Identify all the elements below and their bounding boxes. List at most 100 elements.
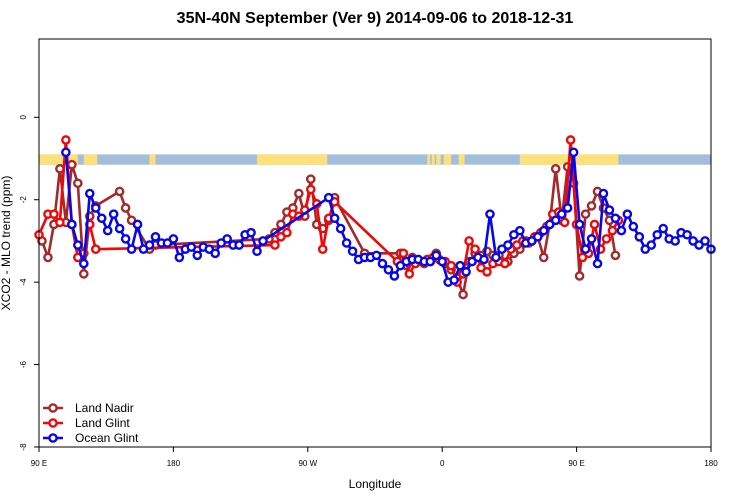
- data-point: [556, 209, 567, 219]
- data-point: [574, 219, 585, 230]
- data-point: [49, 209, 59, 219]
- x-tick-label: 90 E: [31, 459, 47, 468]
- data-point: [491, 252, 501, 263]
- x-tick-label: 0: [440, 459, 445, 468]
- y-tick-label: -2: [19, 196, 28, 204]
- data-point: [252, 246, 262, 257]
- data-point: [79, 258, 89, 269]
- data-point: [120, 203, 131, 213]
- legend-item: Ocean Glint: [43, 431, 139, 445]
- data-point: [341, 238, 352, 248]
- data-point: [559, 217, 570, 228]
- data-point: [682, 229, 692, 240]
- data-point: [126, 244, 137, 254]
- data-point: [550, 215, 561, 226]
- data-point: [598, 188, 609, 199]
- data-point: [446, 260, 456, 271]
- chart-title: 35N-40N September (Ver 9) 2014-09-06 to …: [176, 10, 574, 27]
- data-point: [61, 147, 71, 158]
- land-segment: [458, 154, 465, 165]
- data-point: [565, 135, 576, 145]
- data-point: [329, 213, 340, 224]
- data-point: [622, 209, 633, 219]
- data-point: [586, 234, 597, 244]
- data-point: [580, 244, 591, 254]
- y-axis: 0 -2 -4 -6 -8: [19, 115, 39, 451]
- data-point: [73, 178, 83, 189]
- data-point: [186, 242, 197, 252]
- data-point: [335, 223, 346, 234]
- data-point: [431, 250, 442, 261]
- data-point: [383, 264, 394, 275]
- data-point: [102, 225, 113, 236]
- data-point: [470, 244, 480, 254]
- data-point: [574, 271, 585, 281]
- data-point: [79, 269, 89, 279]
- land-segment: [443, 154, 452, 165]
- data-point: [586, 201, 597, 211]
- data-point: [61, 135, 71, 145]
- data-point: [222, 234, 232, 244]
- data-point: [168, 234, 179, 244]
- data-point: [604, 205, 615, 215]
- land-ocean-band: [39, 154, 711, 165]
- data-point: [398, 248, 409, 259]
- data-point: [607, 225, 618, 236]
- data-point: [96, 213, 107, 224]
- land-segment: [39, 154, 78, 165]
- data-point: [294, 188, 304, 199]
- data-point: [464, 236, 474, 246]
- land-segment: [149, 154, 156, 165]
- data-point: [437, 256, 448, 267]
- legend-swatch-marker: [48, 433, 58, 443]
- legend-label: Land Glint: [75, 416, 130, 430]
- data-point: [449, 275, 459, 285]
- x-axis-title: Longitude: [349, 477, 402, 491]
- data-point: [562, 203, 573, 213]
- data-point: [461, 267, 471, 277]
- data-point: [246, 227, 256, 238]
- data-point: [323, 192, 334, 203]
- land-segment: [257, 154, 328, 165]
- data-point: [90, 244, 101, 254]
- legend-swatch-marker: [48, 418, 58, 428]
- data-point: [458, 289, 468, 300]
- data-point: [234, 240, 244, 250]
- data-point: [646, 240, 657, 250]
- series-layer: [34, 135, 716, 300]
- data-point: [114, 186, 125, 197]
- y-tick-label: -6: [19, 360, 28, 368]
- data-point: [132, 219, 143, 230]
- legend-label: Land Nadir: [75, 401, 134, 415]
- x-tick-label: 180: [704, 459, 718, 468]
- data-point: [700, 236, 710, 246]
- x-tick-label: 180: [167, 459, 181, 468]
- data-point: [84, 188, 95, 199]
- land-segment: [427, 154, 431, 165]
- data-point: [282, 227, 292, 238]
- ocean-band: [39, 154, 711, 165]
- data-point: [538, 225, 549, 236]
- data-point: [485, 209, 495, 219]
- data-point: [538, 252, 549, 263]
- data-point: [550, 164, 561, 174]
- x-axis: 90 E 180 90 W 0 90 E 180: [31, 447, 718, 468]
- data-point: [425, 256, 436, 267]
- series-line: [40, 163, 617, 296]
- data-point: [90, 203, 101, 213]
- legend-label: Ocean Glint: [75, 431, 139, 445]
- data-point: [174, 252, 185, 263]
- data-point: [371, 250, 382, 261]
- y-axis-title: XCO2 - MLO trend (ppm): [0, 176, 13, 311]
- data-point: [377, 258, 388, 269]
- x-tick-label: 90 E: [568, 459, 584, 468]
- data-point: [210, 248, 221, 259]
- data-point: [389, 271, 400, 281]
- data-point: [568, 147, 579, 158]
- data-point: [500, 258, 510, 269]
- data-point: [305, 174, 316, 184]
- data-point: [270, 240, 280, 250]
- data-point: [317, 244, 328, 254]
